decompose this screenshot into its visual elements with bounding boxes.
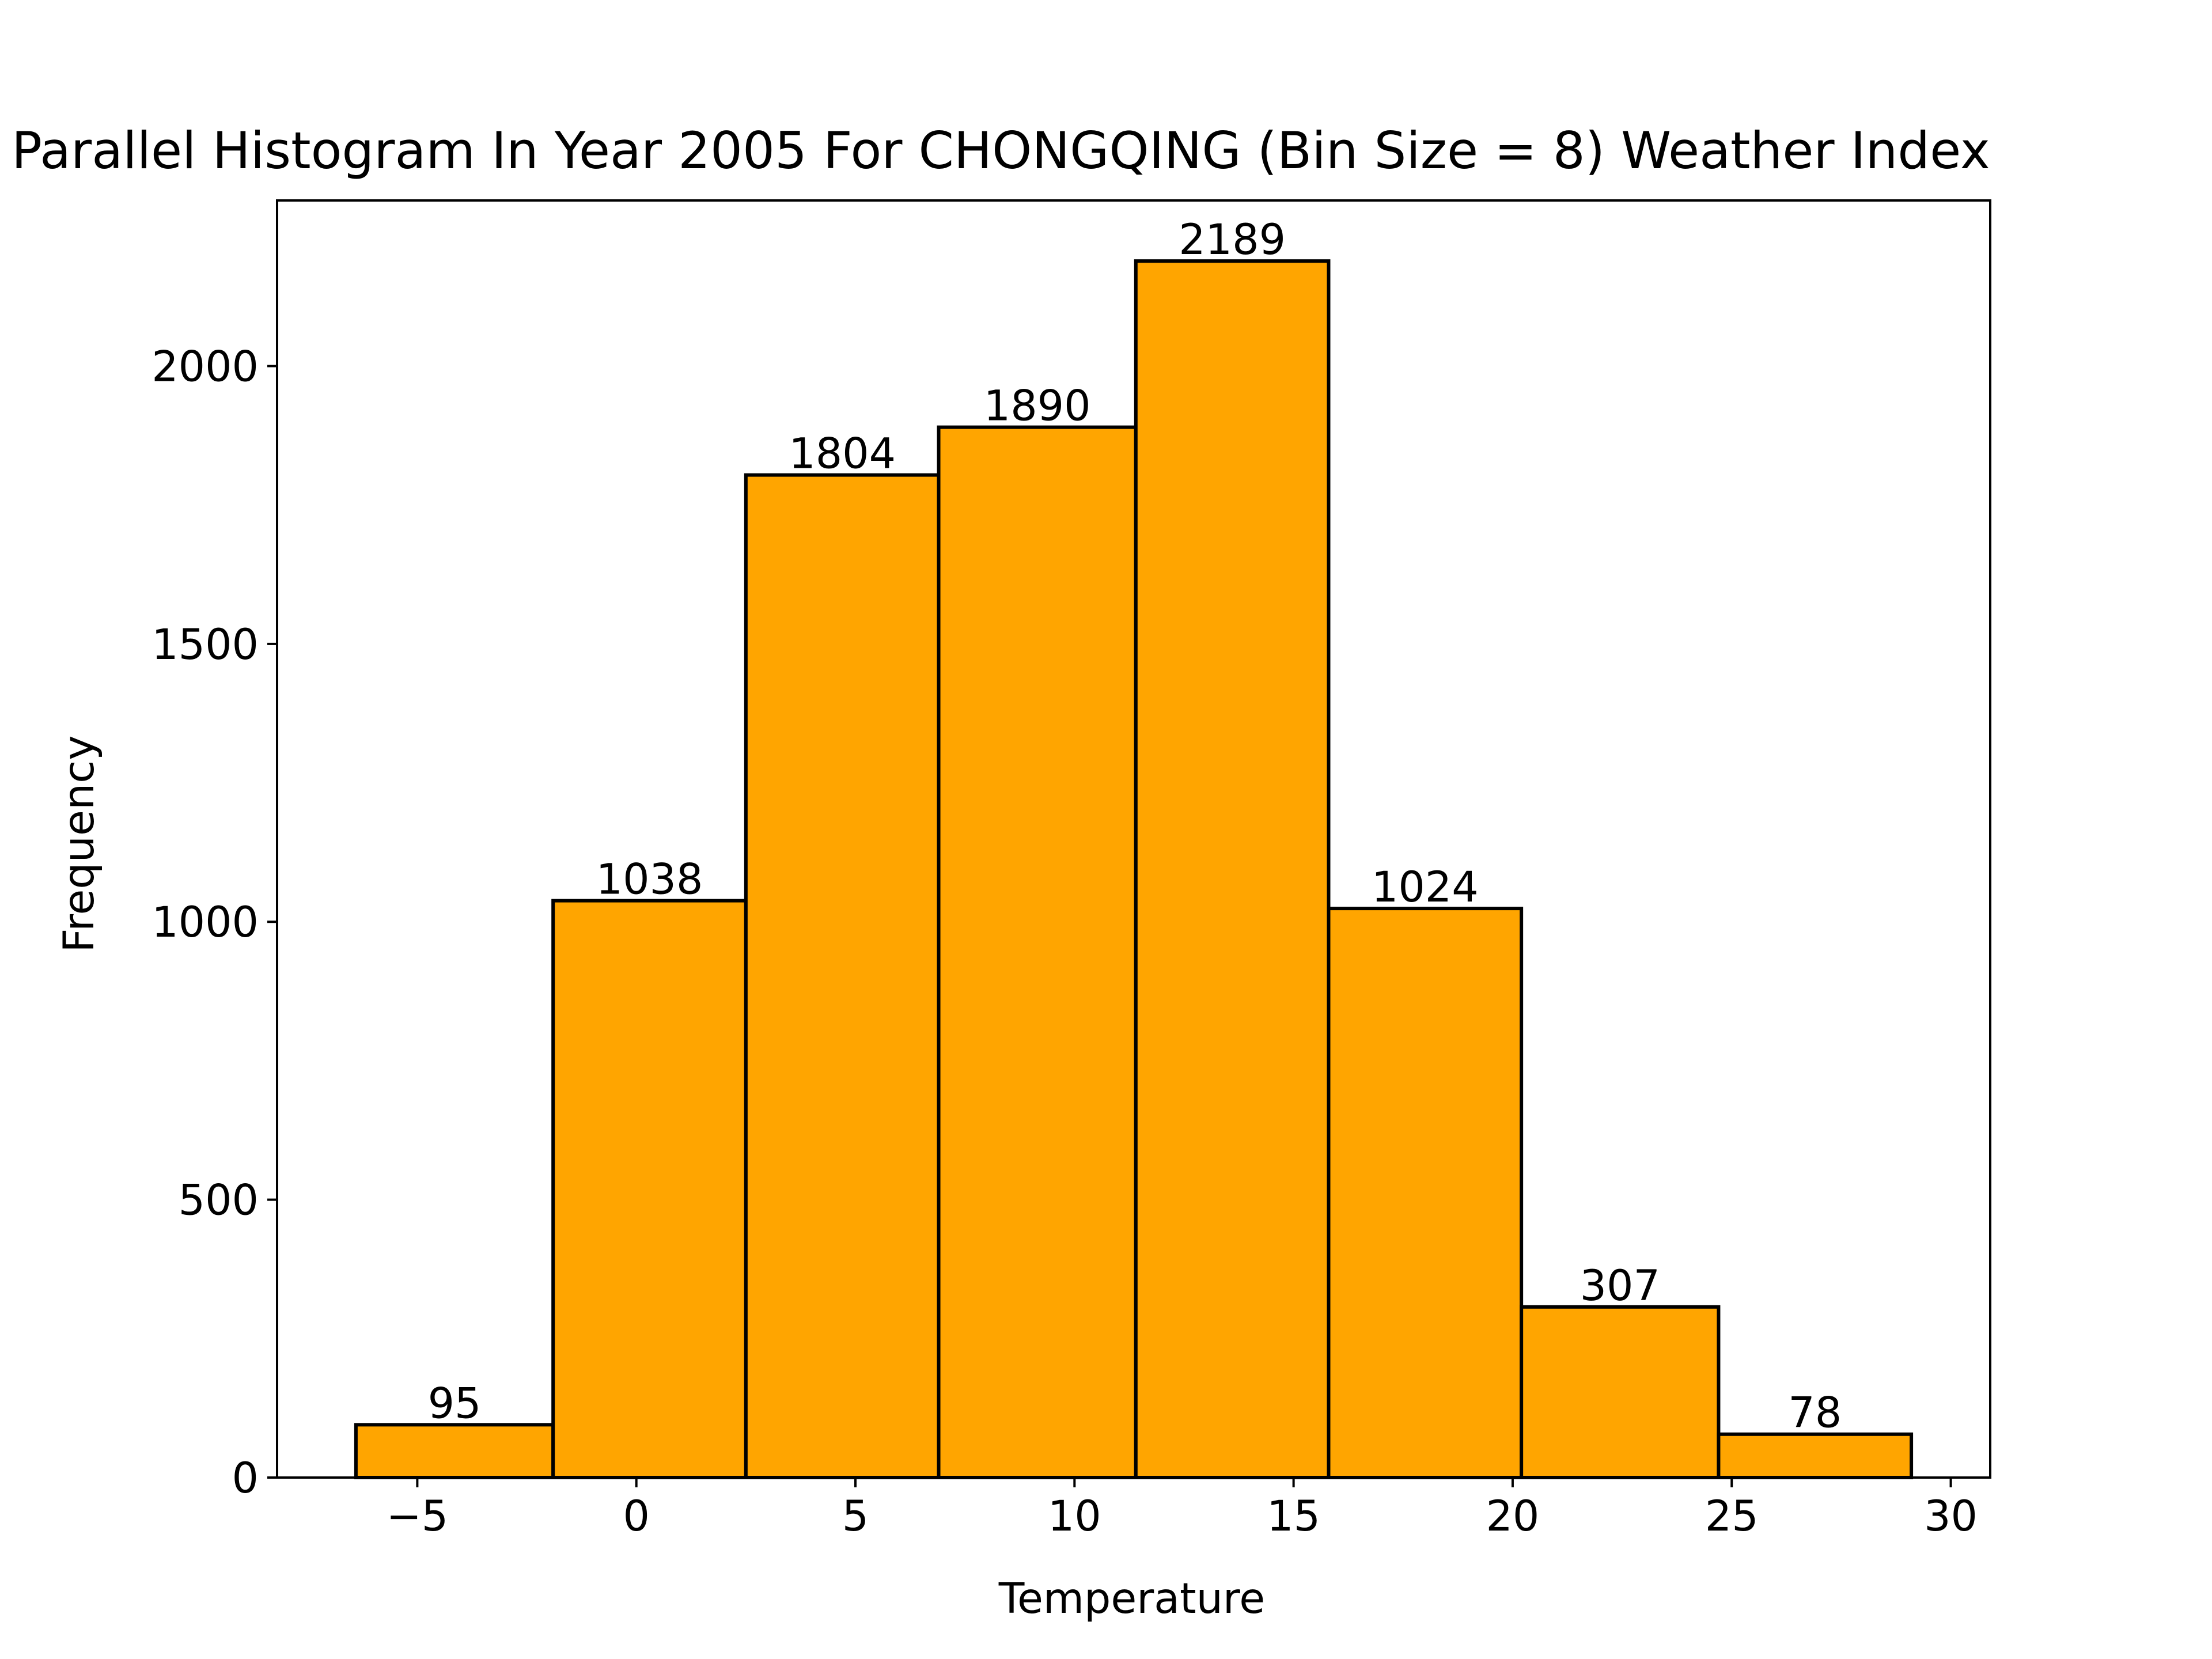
y-tick-label: 500 [179,1176,259,1225]
y-tick-label: 0 [232,1454,259,1503]
histogram-bar [744,473,941,1479]
x-tick-label: 10 [1048,1492,1101,1541]
bar-value-label: 1890 [984,382,1091,431]
x-tick-label: 30 [1924,1492,1978,1541]
y-axis-label: Frequency [55,735,104,952]
y-tick-label: 2000 [151,342,259,391]
y-tick-label: 1500 [151,620,259,669]
x-tick-label: −5 [387,1492,449,1541]
histogram-bar [1134,259,1331,1479]
x-tick-label: 15 [1267,1492,1320,1541]
bar-value-label: 307 [1580,1262,1660,1310]
bar-value-label: 78 [1788,1389,1842,1438]
data-labels-layer: 95 1038 1804 1890 2189 1024 307 78 [428,215,1842,1438]
x-tick-label: 20 [1486,1492,1539,1541]
y-tick-label: 1000 [151,898,259,947]
x-tick-label: 5 [842,1492,869,1541]
histogram-bar [1717,1432,1914,1479]
bars-layer [354,259,1914,1480]
histogram-bar [354,1423,555,1480]
chart-title: Parallel Histogram In Year 2005 For CHON… [12,121,1990,180]
x-tick-label: 0 [623,1492,649,1541]
x-axis-label: Temperature [998,1574,1265,1623]
histogram-bar [937,425,1138,1479]
histogram-bar [551,899,748,1480]
bar-value-label: 1804 [789,430,896,479]
histogram-bar [1520,1305,1721,1479]
histogram-bar [1327,907,1524,1479]
plot-frame [276,199,1991,1479]
bar-value-label: 1024 [1372,863,1479,912]
bar-value-label: 1038 [596,855,703,904]
bar-value-label: 2189 [1179,215,1286,264]
bar-value-label: 95 [428,1379,482,1428]
x-tick-label: 25 [1705,1492,1759,1541]
axes-layer: −5 0 5 10 15 20 25 30 0 500 1000 1500 2000 [151,199,1991,1541]
